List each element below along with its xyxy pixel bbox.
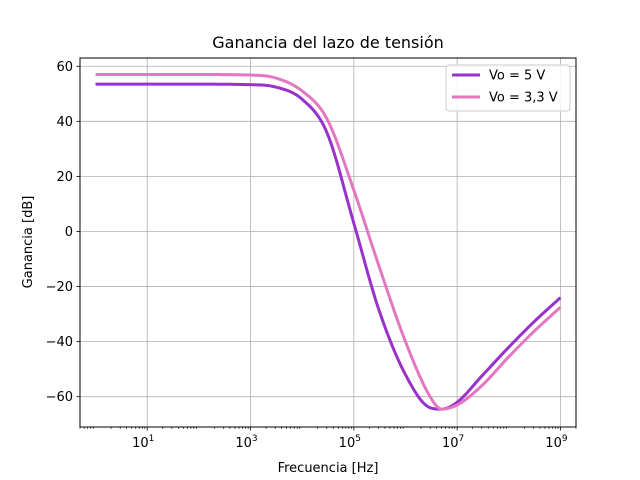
x-tick-exponent: 9	[562, 434, 568, 444]
y-tick-label: 40	[56, 115, 73, 130]
x-tick-base: 10	[339, 436, 356, 451]
x-tick-exponent: 5	[355, 434, 361, 444]
x-tick-label: 107	[442, 434, 464, 451]
y-tick-label: −20	[46, 280, 73, 295]
chart-title: Ganancia del lazo de tensión	[212, 33, 444, 52]
x-axis-title: Frecuencia [Hz]	[278, 461, 379, 476]
series-line-1	[95, 82, 562, 411]
plot-frame	[79, 57, 577, 428]
x-tick-label: 103	[235, 434, 257, 451]
y-tick-label: 20	[56, 170, 73, 185]
x-tick-label: 109	[545, 434, 568, 451]
x-tick-label: 105	[339, 434, 361, 451]
y-tick-label: 0	[65, 225, 73, 240]
x-tick-base: 10	[235, 436, 252, 451]
legend-label: Vo = 5 V	[489, 69, 545, 84]
x-tick-exponent: 7	[459, 434, 465, 444]
legend: Vo = 5 V Vo = 3,3 V	[445, 64, 571, 112]
series-lines	[95, 73, 562, 411]
x-tick-base: 10	[442, 436, 459, 451]
x-tick-exponent: 1	[149, 434, 155, 444]
y-tick-label: 60	[56, 60, 73, 75]
x-tick-exponent: 3	[252, 434, 258, 444]
x-tick-label: 101	[132, 434, 154, 451]
x-tick-base: 10	[545, 436, 562, 451]
series-line-2	[95, 73, 562, 411]
y-tick-label: −40	[46, 335, 73, 350]
legend-label: Vo = 3,3 V	[489, 91, 558, 106]
y-tick-label: −60	[46, 390, 73, 405]
y-axis-title: Ganancia [dB]	[21, 196, 36, 289]
x-tick-base: 10	[132, 436, 149, 451]
